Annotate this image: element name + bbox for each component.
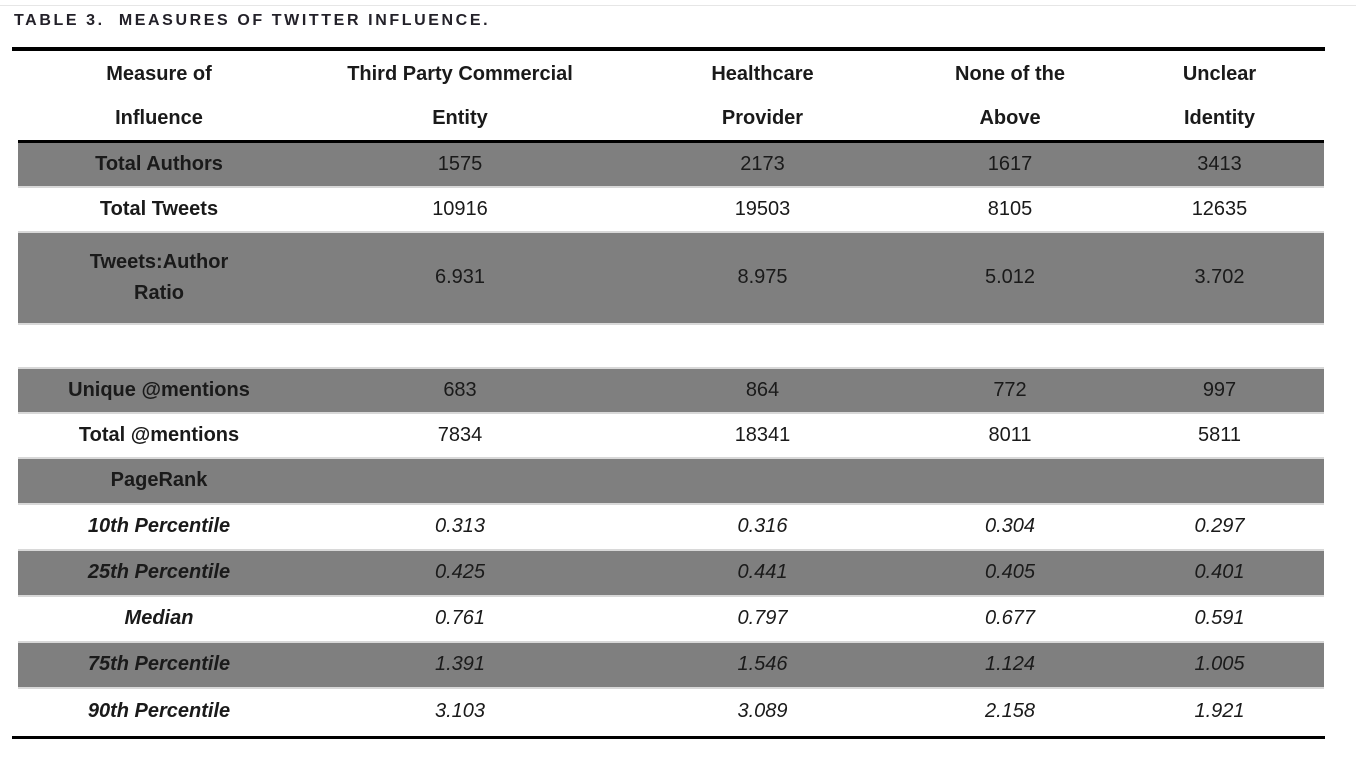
value-cell: 997	[1115, 366, 1324, 414]
value-cell: 7834	[437, 423, 483, 446]
value-cell: 683	[300, 366, 620, 414]
value-cell	[1115, 456, 1324, 505]
value-cell: 3413	[1115, 140, 1324, 188]
row-label: Unique @mentions	[18, 366, 300, 414]
table-row-median: Median 0.761 0.797 0.677 0.591	[18, 596, 1324, 642]
header-line: Identity	[1183, 107, 1256, 129]
table-row-total-tweets: Total Tweets 10916 19503 8105 12635	[18, 187, 1324, 232]
header-line: Entity	[432, 107, 488, 129]
value-cell: 5.012	[905, 230, 1115, 325]
spacer-cell	[18, 324, 1324, 368]
table-bottom-rule	[12, 736, 1325, 739]
row-label: Tweets:Author Ratio	[18, 230, 300, 325]
value-cell: 0.313	[434, 515, 486, 537]
row-label: Total Tweets	[99, 197, 219, 220]
value-cell: 864	[620, 366, 905, 414]
value-cell: 3.702	[1115, 230, 1324, 325]
header-line: Provider	[721, 107, 804, 129]
value-cell: 8105	[987, 197, 1033, 220]
header-line: Influence	[115, 107, 203, 129]
caption-rule	[12, 47, 1325, 51]
column-header-healthcare: Healthcare Provider	[620, 52, 905, 143]
value-cell: 0.797	[737, 607, 788, 629]
row-label: 75th Percentile	[18, 640, 300, 689]
value-cell: 0.761	[434, 607, 486, 629]
table-row-total-authors: Total Authors 1575 2173 1617 3413	[18, 140, 1324, 188]
column-header-measure: Measure of Influence	[18, 52, 300, 143]
row-label: Median	[124, 607, 194, 629]
value-cell: 2173	[620, 140, 905, 188]
column-header-third-party: Third Party Commercial Entity	[300, 52, 620, 143]
value-cell: 0.405	[905, 548, 1115, 597]
value-cell: 5811	[1197, 423, 1241, 446]
value-cell: 8.975	[620, 230, 905, 325]
value-cell: 10916	[432, 197, 488, 220]
row-label: Total Authors	[18, 140, 300, 188]
value-cell: 1.921	[1194, 699, 1245, 722]
header-line: Above	[979, 107, 1041, 129]
value-cell: 1.391	[300, 640, 620, 689]
value-cell: 0.677	[984, 607, 1036, 629]
value-cell: 0.401	[1115, 548, 1324, 597]
row-label: 25th Percentile	[18, 548, 300, 597]
column-header-none: None of the Above	[905, 52, 1115, 143]
table-row-75th-percentile: 75th Percentile 1.391 1.546 1.124 1.005	[18, 640, 1324, 689]
value-cell: 8011	[988, 423, 1032, 446]
value-cell	[905, 456, 1115, 505]
table-row-unique-mentions: Unique @mentions 683 864 772 997	[18, 366, 1324, 414]
value-cell: 1.546	[620, 640, 905, 689]
value-cell: 1575	[300, 140, 620, 188]
header-line: Measure of	[106, 63, 212, 85]
value-cell: 3.103	[434, 699, 486, 722]
header-line: Third Party Commercial	[347, 63, 573, 85]
row-label: Total @mentions	[78, 423, 240, 446]
column-header-unclear: Unclear Identity	[1115, 52, 1324, 143]
value-cell: 2.158	[984, 699, 1036, 722]
row-label: 10th Percentile	[87, 515, 231, 537]
value-cell: 0.591	[1194, 607, 1245, 629]
value-cell	[300, 456, 620, 505]
value-cell: 18341	[734, 423, 791, 446]
table-row-tweets-author-ratio: Tweets:Author Ratio 6.931 8.975 5.012 3.7…	[18, 230, 1324, 325]
value-cell: 0.441	[620, 548, 905, 597]
value-cell: 772	[905, 366, 1115, 414]
value-cell: 1617	[905, 140, 1115, 188]
table-row-total-mentions: Total @mentions 7834 18341 8011 5811	[18, 413, 1324, 458]
value-cell: 0.316	[737, 515, 788, 537]
value-cell: 19503	[734, 197, 791, 220]
value-cell: 1.124	[905, 640, 1115, 689]
spacer-row	[18, 324, 1324, 368]
value-cell: 12635	[1191, 197, 1248, 220]
row-label: PageRank	[18, 456, 300, 505]
twitter-influence-table: Measure of Influence Third Party Commerc…	[18, 52, 1324, 734]
value-cell: 3.089	[737, 699, 788, 722]
table-row-90th-percentile: 90th Percentile 3.103 3.089 2.158 1.921	[18, 688, 1324, 734]
header-line: Healthcare	[711, 63, 814, 85]
value-cell: 6.931	[300, 230, 620, 325]
value-cell: 1.005	[1115, 640, 1324, 689]
table-row-25th-percentile: 25th Percentile 0.425 0.441 0.405 0.401	[18, 548, 1324, 597]
value-cell: 0.297	[1194, 515, 1245, 537]
header-line: None of the	[955, 63, 1065, 85]
header-line: Unclear	[1182, 63, 1257, 85]
row-label: 90th Percentile	[87, 699, 231, 722]
section-row-pagerank: PageRank	[18, 456, 1324, 505]
page-top-divider	[0, 5, 1356, 6]
value-cell: 0.425	[300, 548, 620, 597]
header-row: Measure of Influence Third Party Commerc…	[18, 52, 1324, 143]
value-cell: 0.304	[984, 515, 1036, 537]
table-caption: TABLE 3. MEASURES OF TWITTER INFLUENCE.	[14, 12, 491, 29]
value-cell	[620, 456, 905, 505]
table-row-10th-percentile: 10th Percentile 0.313 0.316 0.304 0.297	[18, 504, 1324, 550]
